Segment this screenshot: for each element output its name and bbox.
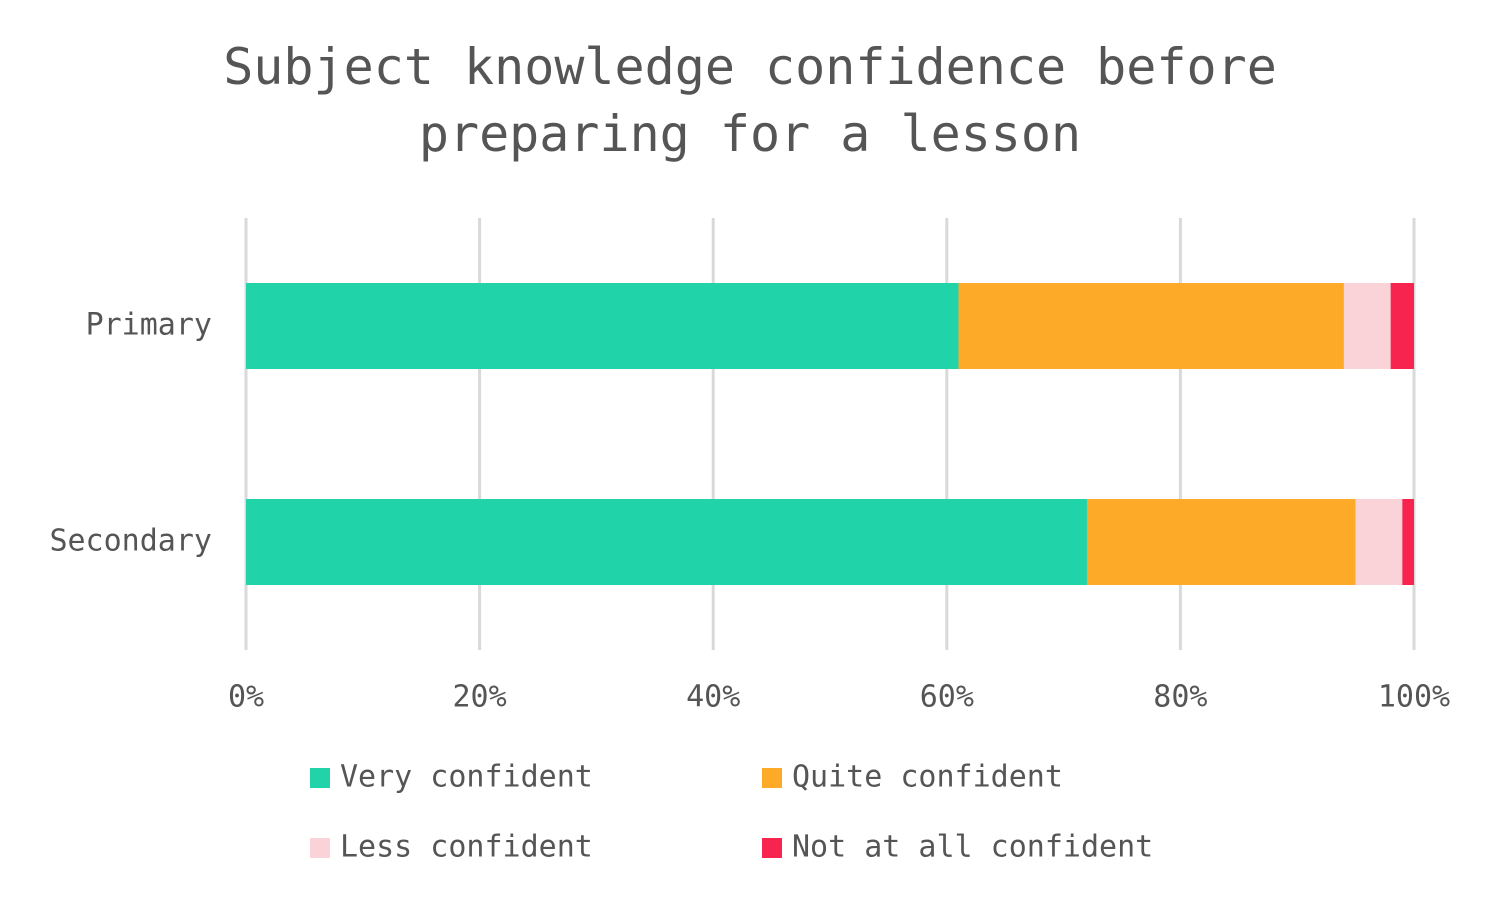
- bar-segment: [1390, 283, 1414, 369]
- legend-swatch: [762, 838, 782, 858]
- bar-segment: [246, 499, 1087, 585]
- bar-segment: [1086, 499, 1356, 585]
- x-tick-label: 20%: [453, 680, 507, 715]
- legend-swatch: [310, 838, 330, 858]
- y-tick-label: Secondary: [49, 524, 212, 559]
- x-tick-label: 40%: [686, 680, 740, 715]
- legend-label: Very confident: [340, 760, 593, 795]
- y-tick-label: Primary: [86, 308, 212, 343]
- x-tick-label: 0%: [228, 680, 264, 715]
- x-tick-label: 100%: [1378, 680, 1450, 715]
- legend-swatch: [310, 768, 330, 788]
- bar-segment: [1355, 499, 1403, 585]
- x-tick-label: 60%: [920, 680, 974, 715]
- bar-segment: [1402, 499, 1414, 585]
- legend-label: Not at all confident: [792, 830, 1153, 865]
- chart-title: Subject knowledge confidence before prep…: [223, 38, 1277, 163]
- x-tick-label: 80%: [1153, 680, 1207, 715]
- legend-label: Less confident: [340, 830, 593, 865]
- legend-swatch: [762, 768, 782, 788]
- bar-segment: [1343, 283, 1391, 369]
- legend-label: Quite confident: [792, 760, 1063, 795]
- bar-segment: [958, 283, 1344, 369]
- bar-segment: [246, 283, 959, 369]
